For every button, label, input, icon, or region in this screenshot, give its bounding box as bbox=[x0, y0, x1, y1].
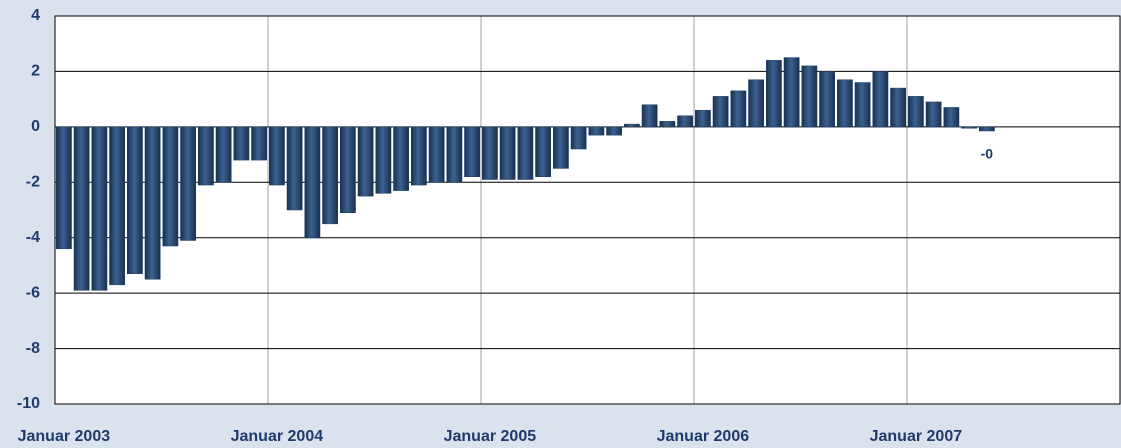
bar bbox=[659, 121, 676, 128]
bar bbox=[215, 126, 232, 183]
bar bbox=[730, 90, 747, 128]
bar bbox=[233, 126, 250, 161]
bar bbox=[464, 126, 481, 177]
bar bbox=[819, 71, 836, 128]
bar bbox=[446, 126, 463, 183]
bar bbox=[428, 126, 445, 183]
bar bbox=[623, 123, 640, 128]
bar bbox=[890, 87, 907, 128]
x-tick-label: Januar 2003 bbox=[18, 428, 111, 445]
y-tick-label: -8 bbox=[26, 340, 40, 357]
bar bbox=[836, 79, 853, 128]
bar bbox=[978, 126, 995, 132]
bar bbox=[694, 109, 711, 128]
y-tick-label: 2 bbox=[31, 63, 40, 80]
y-tick-label: -10 bbox=[17, 395, 40, 412]
x-tick-label: Januar 2004 bbox=[231, 428, 324, 445]
bar bbox=[677, 115, 694, 128]
bar bbox=[339, 126, 356, 214]
plot-area bbox=[54, 15, 1121, 405]
bar bbox=[410, 126, 427, 186]
bar bbox=[73, 126, 90, 291]
bar bbox=[499, 126, 516, 180]
bar bbox=[552, 126, 569, 169]
bar bbox=[570, 126, 587, 150]
bar bbox=[162, 126, 179, 247]
bar bbox=[925, 101, 942, 128]
bar bbox=[375, 126, 392, 194]
bar bbox=[517, 126, 534, 180]
bar bbox=[393, 126, 410, 191]
bar bbox=[304, 126, 321, 238]
bar bbox=[322, 126, 339, 225]
bar bbox=[144, 126, 161, 280]
y-tick-label: 4 bbox=[31, 7, 40, 24]
bar bbox=[872, 71, 889, 128]
bar bbox=[712, 96, 729, 128]
y-tick-label: 0 bbox=[31, 118, 40, 135]
bar bbox=[91, 126, 108, 291]
bar bbox=[641, 104, 658, 128]
bar bbox=[109, 126, 126, 286]
bar bbox=[535, 126, 552, 177]
value-label: -0 bbox=[981, 146, 994, 162]
bar bbox=[268, 126, 285, 186]
bar bbox=[251, 126, 268, 161]
x-tick-label: Januar 2007 bbox=[870, 428, 963, 445]
bar bbox=[907, 96, 924, 128]
bar bbox=[765, 60, 782, 128]
bar bbox=[357, 126, 374, 197]
x-tick-label: Januar 2006 bbox=[657, 428, 750, 445]
bar bbox=[606, 126, 623, 136]
bar bbox=[286, 126, 303, 211]
bar bbox=[801, 65, 818, 128]
bar bbox=[588, 126, 605, 136]
bar bbox=[854, 82, 871, 128]
bar bbox=[197, 126, 214, 186]
bar bbox=[748, 79, 765, 128]
bar bbox=[126, 126, 143, 274]
y-tick-label: -4 bbox=[26, 229, 40, 246]
y-tick-label: -2 bbox=[26, 174, 40, 191]
bar bbox=[943, 107, 960, 128]
x-tick-label: Januar 2005 bbox=[444, 428, 537, 445]
y-tick-label: -6 bbox=[26, 284, 40, 301]
bar bbox=[55, 126, 72, 250]
bar bbox=[481, 126, 498, 180]
bar bbox=[961, 126, 978, 129]
bar bbox=[783, 57, 800, 128]
bar bbox=[180, 126, 197, 241]
